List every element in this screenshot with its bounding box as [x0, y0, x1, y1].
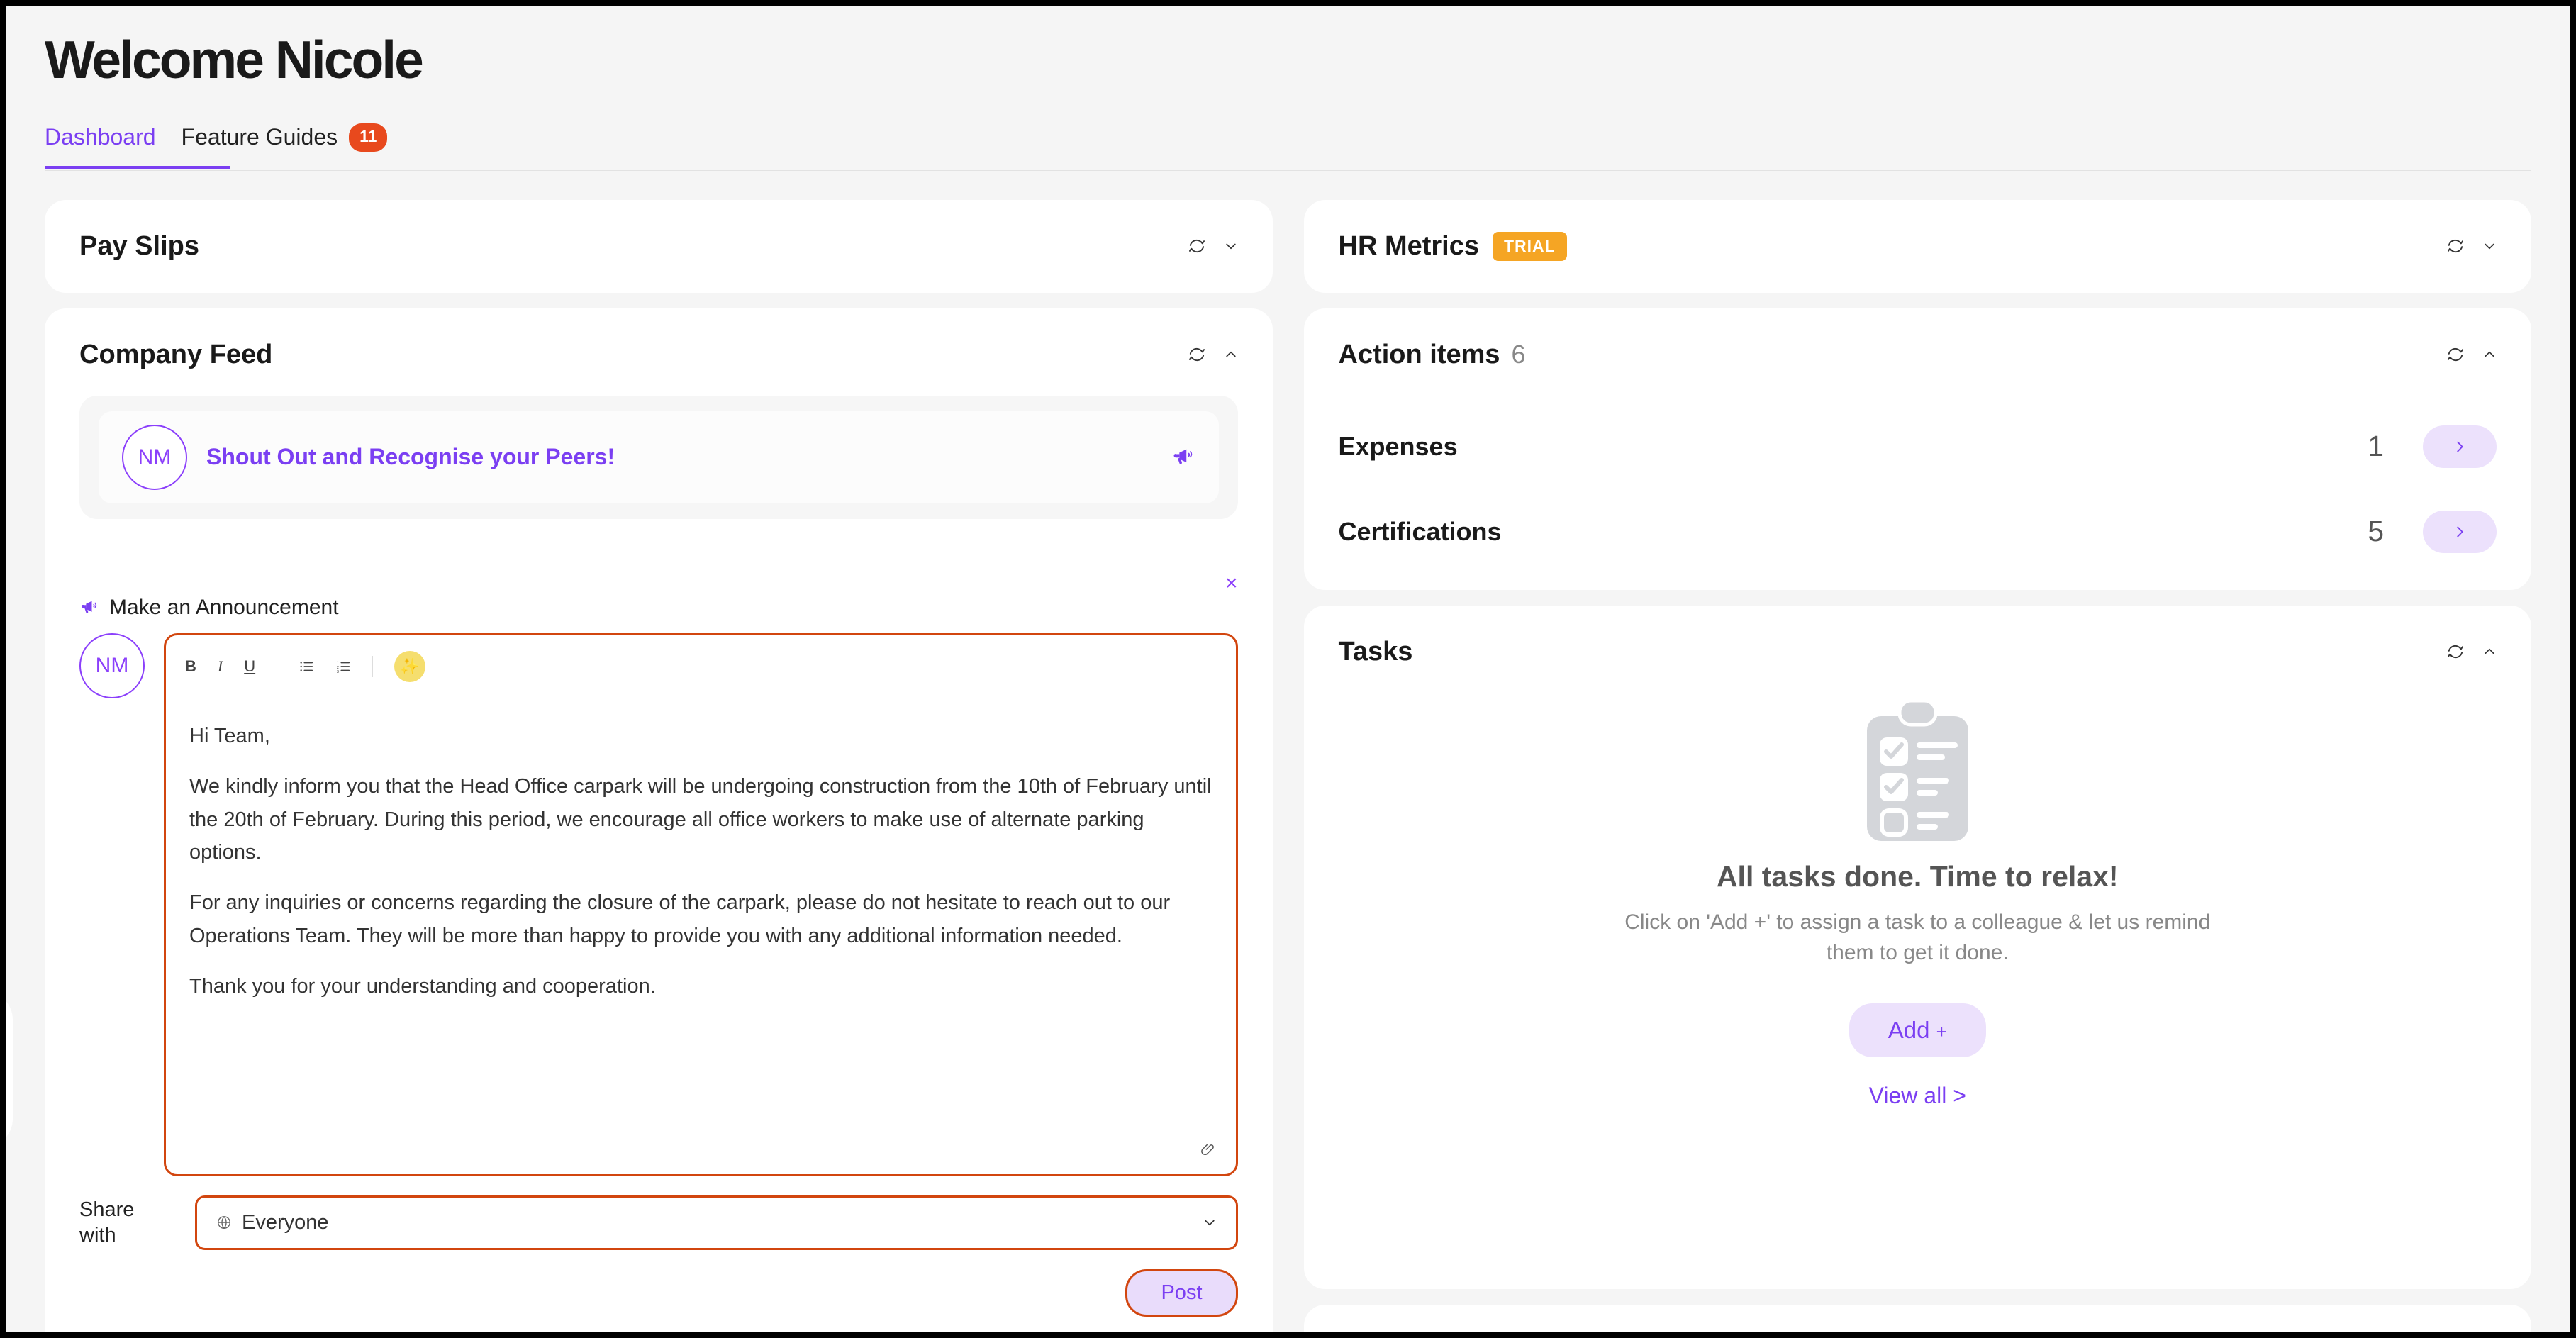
svg-text:1: 1: [337, 661, 339, 665]
svg-text:2: 2: [337, 666, 339, 670]
svg-text:3: 3: [337, 670, 339, 674]
